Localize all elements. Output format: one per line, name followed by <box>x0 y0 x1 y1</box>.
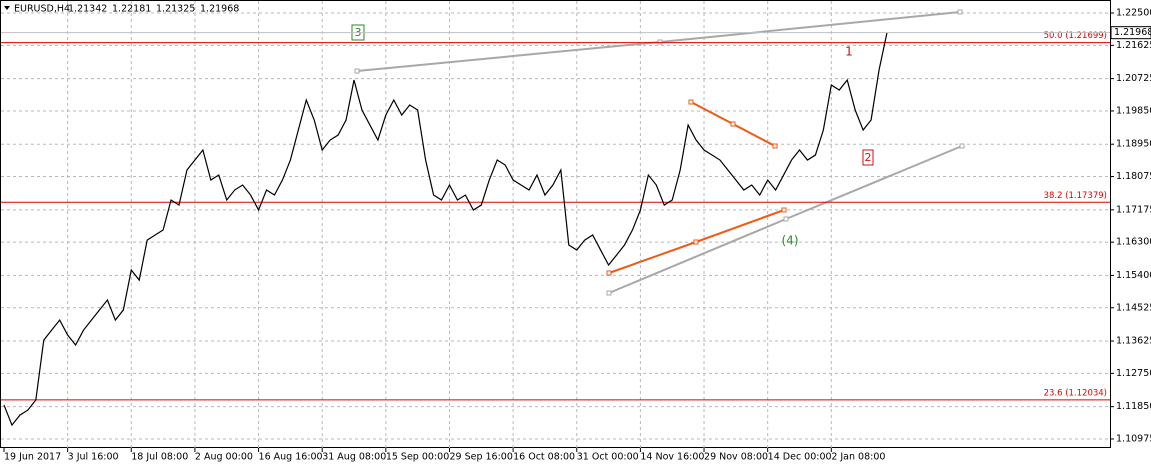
y-tick-label: 1.19850 <box>1116 105 1151 116</box>
y-tick-label: 1.16300 <box>1116 237 1151 248</box>
anchor <box>657 39 663 45</box>
anchor <box>688 99 694 105</box>
y-tick-label: 1.13625 <box>1116 336 1151 347</box>
anchor <box>957 9 963 15</box>
level-label: 23.6 (1.12034) <box>1044 388 1107 398</box>
high: 1.22181 <box>112 4 151 15</box>
y-tick-label: 1.20725 <box>1116 73 1151 84</box>
anchor <box>354 68 360 74</box>
x-tick-label: 16 Aug 16:00 <box>259 452 323 463</box>
annotation: 1 <box>845 45 853 59</box>
x-tick-label: 14 Nov 16:00 <box>640 452 704 463</box>
anchor <box>693 239 699 245</box>
anchor <box>730 121 736 127</box>
level-label: 38.2 (1.17379) <box>1044 191 1107 201</box>
annotation: 2 <box>865 151 872 164</box>
x-tick-label: 29 Nov 08:00 <box>704 452 768 463</box>
price-line <box>3 32 888 427</box>
anchor <box>783 216 789 222</box>
anchor <box>959 143 965 149</box>
annotation: (4) <box>782 234 799 248</box>
last-price-tag <box>1110 26 1151 40</box>
open: 1.21342 <box>68 4 107 15</box>
x-tick-label: 15 Sep 00:00 <box>386 452 449 463</box>
y-tick-label: 1.22500 <box>1116 8 1151 19</box>
low: 1.21325 <box>156 4 195 15</box>
close: 1.21968 <box>200 4 239 15</box>
y-tick-label: 1.11850 <box>1116 401 1151 412</box>
x-tick-label: 2 Jan 08:00 <box>831 452 885 463</box>
y-tick-label: 1.17175 <box>1116 204 1151 215</box>
header-icon <box>4 6 10 10</box>
x-tick-label: 31 Oct 00:00 <box>577 452 639 463</box>
anchor <box>606 270 612 276</box>
last-price-label: 1.21968 <box>1114 27 1151 38</box>
plot-frame <box>0 0 1111 448</box>
y-tick-label: 1.10975 <box>1116 433 1151 444</box>
x-tick-label: 2 Aug 00:00 <box>195 452 253 463</box>
x-tick-label: 19 Jun 2017 <box>4 452 61 463</box>
x-tick-label: 3 Jul 16:00 <box>68 452 119 463</box>
anchor <box>606 290 612 296</box>
anchor <box>772 143 778 149</box>
anchor <box>781 207 787 213</box>
y-tick-label: 1.21625 <box>1116 40 1151 51</box>
y-tick-label: 1.18075 <box>1116 171 1151 182</box>
x-tick-label: 14 Dec 00:00 <box>768 452 832 463</box>
x-tick-label: 31 Aug 08:00 <box>322 452 386 463</box>
y-tick-label: 1.14525 <box>1116 302 1151 313</box>
data: 50.0 (1.21699) 38.2 (1.17379) 23.6 (1.1203… <box>1 31 1110 427</box>
trendlines <box>354 9 965 296</box>
x-tick-label: 29 Sep 16:00 <box>449 452 512 463</box>
symbol: EURUSD,H4 <box>14 4 70 15</box>
y-tick-label: 1.15400 <box>1116 270 1151 281</box>
x-tick-label: 18 Jul 08:00 <box>131 452 188 463</box>
y-tick-label: 1.18950 <box>1116 139 1151 150</box>
y-tick-label: 1.12750 <box>1116 368 1151 379</box>
x-tick-label: 16 Oct 08:00 <box>513 452 575 463</box>
level-label: 50.0 (1.21699) <box>1044 31 1107 41</box>
annotation-box <box>862 149 874 166</box>
grid <box>1 1 1110 448</box>
